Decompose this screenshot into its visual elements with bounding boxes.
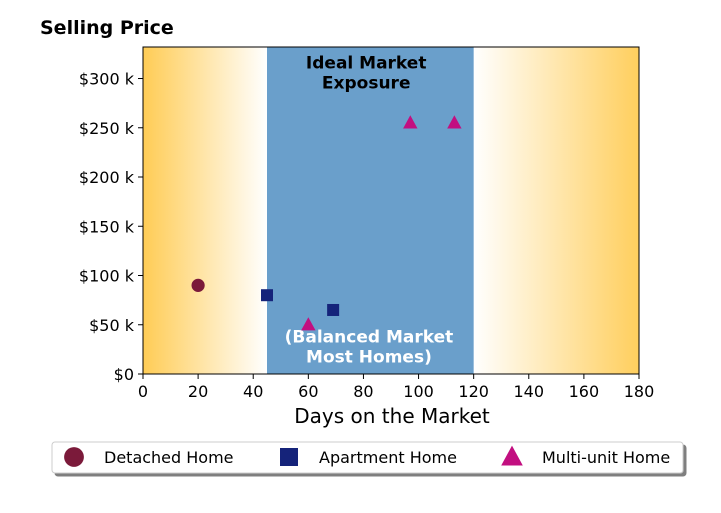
annotation-line: (Balanced Market: [285, 327, 454, 347]
y-tick-label: $100 k: [79, 267, 135, 286]
data-point-square: [261, 289, 273, 302]
y-tick-label: $250 k: [79, 119, 135, 138]
legend-label: Apartment Home: [319, 448, 457, 467]
background-regions: [143, 47, 639, 374]
x-axis-label: Days on the Market: [294, 404, 490, 428]
data-point-circle: [191, 278, 205, 292]
data-points: [191, 115, 462, 331]
data-point-square: [327, 303, 340, 316]
legend-marker-triangle: [501, 445, 523, 466]
y-tick-label: $200 k: [79, 168, 135, 187]
annotation-line: Most Homes): [306, 347, 432, 367]
background-region-2: [267, 47, 474, 374]
legend-marker-circle: [64, 447, 84, 467]
plot-frame: [142, 46, 640, 375]
y-tick-label: $150 k: [79, 217, 135, 236]
annotations: Ideal Market Exposure (Balanced Market Most…: [285, 54, 454, 368]
legend: Detached Home Apartment Home Multi-unit Ho…: [51, 441, 684, 474]
annotation-1: Ideal Market Exposure: [306, 54, 427, 94]
annotation-line: Exposure: [322, 74, 411, 94]
axes: 0 20 40 60 80 100 120 140 160 180 $0 $50 k $100 k $15…: [79, 46, 655, 401]
annotation-line: Ideal Market: [306, 54, 427, 74]
chart-title: Selling Price: [40, 17, 174, 39]
x-tick-label: 140: [514, 382, 545, 401]
x-tick-label: 60: [298, 382, 318, 401]
y-tick-label: $50 k: [89, 316, 135, 335]
legend-box: [51, 441, 684, 474]
x-tick-label: 100: [403, 382, 434, 401]
legend-label: Multi-unit Home: [542, 448, 670, 467]
background-region-1: [143, 47, 267, 374]
x-tick-label: 160: [569, 382, 600, 401]
x-tick-label: 80: [353, 382, 373, 401]
data-point-triangle: [403, 115, 418, 129]
x-tick-label: 0: [138, 382, 148, 401]
data-point-triangle: [447, 115, 462, 129]
annotation-2: (Balanced Market Most Homes): [285, 327, 454, 367]
x-tick-label: 20: [188, 382, 208, 401]
legend-marker-square: [280, 448, 298, 466]
background-region-3: [473, 47, 639, 374]
x-tick-label: 180: [624, 382, 655, 401]
x-tick-label: 120: [458, 382, 489, 401]
y-tick-label: $300 k: [79, 70, 135, 89]
y-tick-label: $0: [114, 365, 134, 384]
data-point-triangle: [301, 317, 316, 331]
legend-label: Detached Home: [104, 448, 234, 467]
x-tick-label: 40: [243, 382, 263, 401]
